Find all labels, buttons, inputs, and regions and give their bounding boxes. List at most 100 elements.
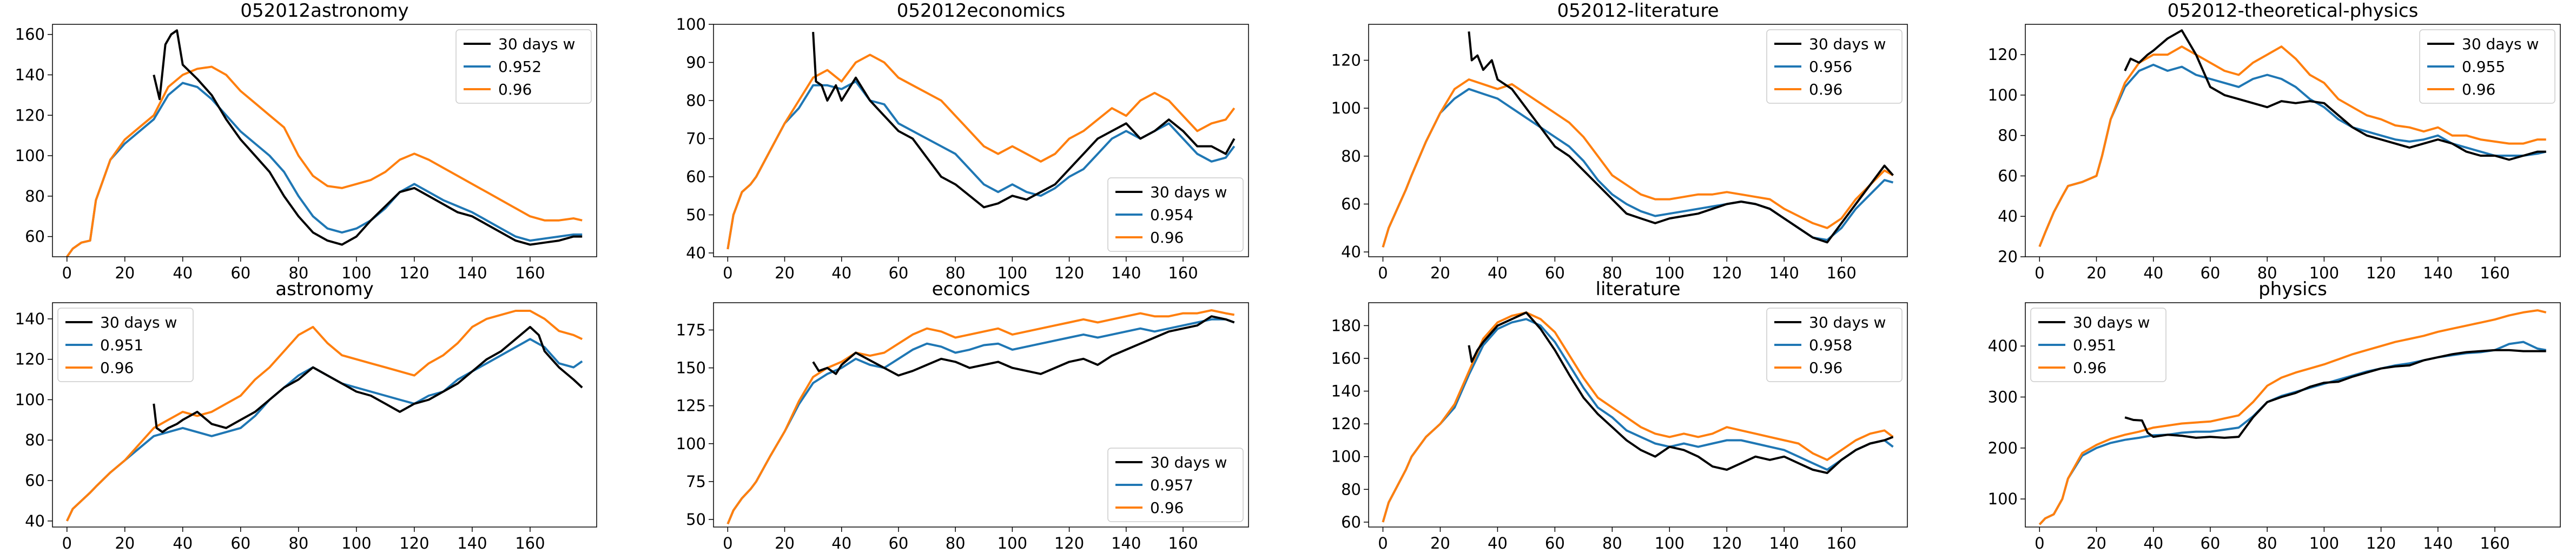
series-line-0 bbox=[812, 315, 1235, 377]
x-tick-label: 40 bbox=[831, 534, 851, 552]
legend-label: 0.956 bbox=[1809, 58, 1852, 76]
y-tick-label: 40 bbox=[25, 512, 45, 530]
y-tick-label: 300 bbox=[1988, 388, 2018, 406]
y-tick-label: 100 bbox=[15, 390, 45, 409]
legend-label: 0.958 bbox=[1809, 336, 1852, 354]
series-line-0 bbox=[153, 29, 583, 246]
subplot-5: economics 0 20 40 60 80 100 120 140 160 50 75 100 125… bbox=[676, 278, 1249, 552]
x-tick-label: 120 bbox=[1054, 534, 1084, 552]
x-tick-label: 80 bbox=[946, 534, 966, 552]
y-tick-label: 80 bbox=[686, 91, 706, 110]
legend-label: 0.96 bbox=[1809, 81, 1842, 98]
plot-frame bbox=[713, 302, 1249, 528]
y-tick-label: 125 bbox=[676, 397, 706, 415]
x-tick-label: 160 bbox=[1826, 534, 1856, 552]
y-tick-label: 40 bbox=[1341, 243, 1361, 261]
x-tick-label: 100 bbox=[2309, 264, 2339, 282]
y-tick-label: 120 bbox=[1331, 415, 1361, 433]
legend: 30 days w 0.954 0.96 bbox=[1107, 177, 1244, 252]
x-tick-label: 0 bbox=[1378, 264, 1388, 282]
y-tick-label: 60 bbox=[25, 228, 45, 246]
legend-label: 0.951 bbox=[2073, 336, 2116, 354]
y-tick-label: 100 bbox=[15, 146, 45, 165]
x-tick-label: 60 bbox=[2200, 534, 2220, 552]
x-tick-label: 20 bbox=[2086, 534, 2106, 552]
subplot-6: literature 0 20 40 60 80 100 120 140 160 60 80 100 12… bbox=[1331, 278, 1908, 552]
x-tick-label: 120 bbox=[2366, 534, 2396, 552]
y-tick-label: 60 bbox=[686, 168, 706, 186]
y-tick-label: 100 bbox=[1331, 99, 1361, 117]
legend-label: 0.954 bbox=[1150, 206, 1193, 224]
legend-label: 0.957 bbox=[1150, 476, 1193, 494]
legend-label: 30 days w bbox=[2462, 35, 2539, 53]
y-tick-label: 400 bbox=[1988, 337, 2018, 355]
x-tick-label: 120 bbox=[1712, 264, 1742, 282]
x-tick-label: 20 bbox=[1430, 264, 1450, 282]
subplot-title: physics bbox=[2258, 278, 2327, 300]
subplot-7: physics 0 20 40 60 80 100 120 140 160 100 200 300 400… bbox=[1988, 278, 2561, 552]
x-tick-label: 40 bbox=[173, 534, 193, 552]
legend-label: 0.952 bbox=[498, 58, 541, 76]
y-tick-label: 120 bbox=[1988, 45, 2018, 64]
legend-box bbox=[2419, 29, 2555, 104]
x-tick-label: 160 bbox=[515, 534, 545, 552]
x-tick-label: 120 bbox=[1054, 264, 1084, 282]
x-tick-label: 20 bbox=[115, 264, 135, 282]
subplot-title: 052012-literature bbox=[1557, 0, 1719, 22]
series-line-2 bbox=[2038, 45, 2546, 248]
series-line-0 bbox=[2124, 29, 2546, 161]
x-tick-label: 100 bbox=[1655, 534, 1685, 552]
legend-box bbox=[455, 29, 592, 104]
y-tick-label: 60 bbox=[25, 471, 45, 490]
x-tick-label: 140 bbox=[2423, 534, 2453, 552]
legend-label: 30 days w bbox=[1150, 454, 1227, 471]
x-tick-label: 0 bbox=[1378, 534, 1388, 552]
x-tick-label: 160 bbox=[2480, 534, 2509, 552]
y-tick-label: 40 bbox=[1998, 207, 2018, 225]
x-tick-label: 160 bbox=[1168, 534, 1198, 552]
y-tick-label: 75 bbox=[686, 472, 706, 491]
legend: 30 days w 0.957 0.96 bbox=[1107, 448, 1244, 522]
y-tick-label: 70 bbox=[686, 129, 706, 148]
x-tick-label: 100 bbox=[1655, 264, 1685, 282]
x-tick-label: 0 bbox=[2035, 534, 2044, 552]
x-tick-label: 140 bbox=[1111, 534, 1141, 552]
series-line-2 bbox=[1382, 78, 1894, 248]
y-tick-label: 120 bbox=[15, 350, 45, 369]
legend: 30 days w 0.958 0.96 bbox=[1766, 308, 1903, 382]
x-tick-label: 100 bbox=[998, 264, 1027, 282]
legend-box bbox=[1107, 177, 1244, 252]
y-tick-label: 40 bbox=[686, 244, 706, 262]
y-tick-label: 100 bbox=[676, 435, 706, 453]
legend: 30 days w 0.951 0.96 bbox=[57, 308, 194, 382]
y-tick-label: 80 bbox=[1341, 147, 1361, 165]
legend-label: 0.951 bbox=[100, 336, 143, 354]
legend-label: 0.96 bbox=[1150, 229, 1184, 246]
x-tick-label: 120 bbox=[399, 534, 429, 552]
x-tick-label: 20 bbox=[1430, 534, 1450, 552]
legend-label: 0.955 bbox=[2462, 58, 2505, 76]
legend: 30 days w 0.955 0.96 bbox=[2419, 29, 2555, 104]
subplot-0: 052012astronomy 0 20 40 60 80 100 120 140 160 60 80… bbox=[15, 0, 597, 282]
y-tick-label: 80 bbox=[25, 187, 45, 205]
x-tick-label: 40 bbox=[831, 264, 851, 282]
x-tick-label: 40 bbox=[1488, 534, 1508, 552]
y-tick-label: 140 bbox=[15, 65, 45, 84]
series-line-2 bbox=[1382, 311, 1894, 523]
y-tick-label: 140 bbox=[15, 310, 45, 328]
plot-frame bbox=[52, 302, 597, 528]
legend-label: 30 days w bbox=[1809, 35, 1886, 53]
plot-frame bbox=[713, 24, 1249, 257]
legend: 30 days w 0.956 0.96 bbox=[1766, 29, 1903, 104]
x-tick-label: 100 bbox=[998, 534, 1027, 552]
series-line-0 bbox=[153, 325, 583, 434]
y-tick-label: 60 bbox=[1998, 166, 2018, 185]
x-tick-label: 140 bbox=[1111, 264, 1141, 282]
legend-label: 0.96 bbox=[1150, 499, 1184, 517]
plot-frame bbox=[1368, 24, 1908, 257]
legend-box bbox=[1766, 29, 1903, 104]
subplot-title: economics bbox=[932, 278, 1031, 300]
x-tick-label: 60 bbox=[888, 264, 908, 282]
x-tick-label: 160 bbox=[1168, 264, 1198, 282]
